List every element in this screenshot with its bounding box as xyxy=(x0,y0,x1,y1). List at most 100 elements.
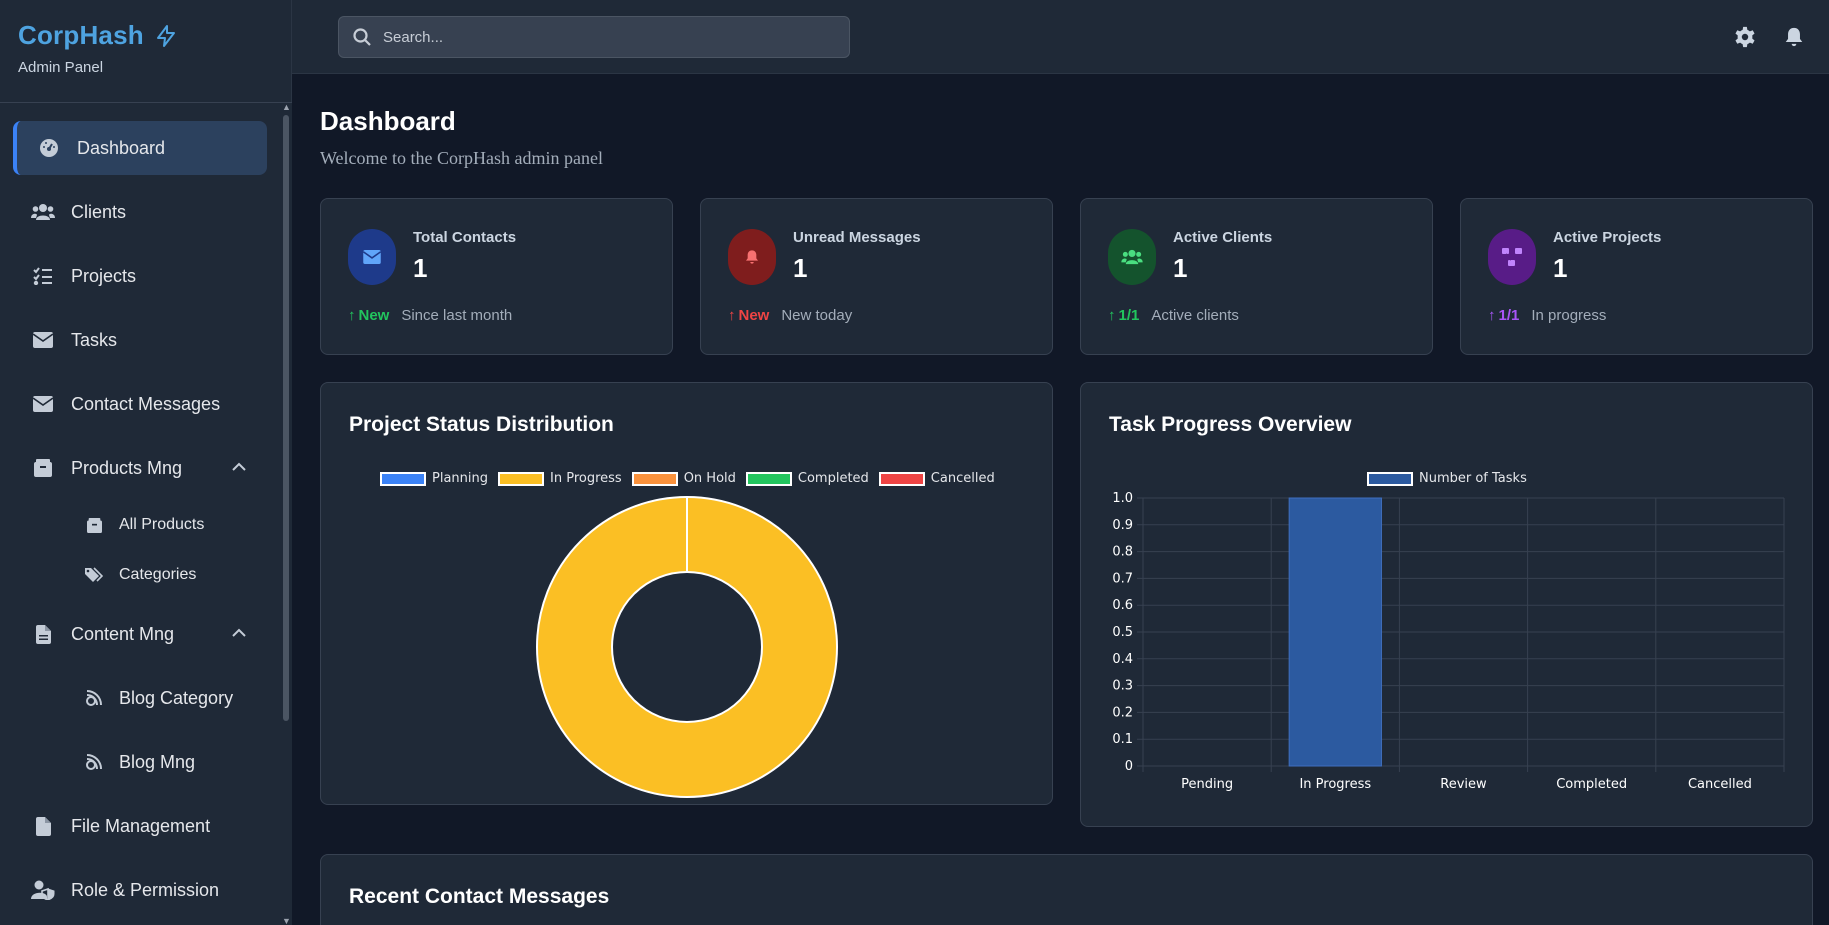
y-tick-label: 0.2 xyxy=(1112,705,1133,720)
sidebar-item-label: Tasks xyxy=(71,329,118,350)
y-tick-label: 0.7 xyxy=(1112,571,1133,586)
envelope-icon xyxy=(31,392,55,416)
users-icon xyxy=(31,200,55,224)
legend-item[interactable]: In Progress xyxy=(498,471,622,486)
scrollbar-thumb[interactable] xyxy=(283,115,289,721)
search-icon xyxy=(353,28,371,46)
x-tick-label: Pending xyxy=(1181,777,1233,792)
legend-label: In Progress xyxy=(550,471,622,486)
bar[interactable] xyxy=(1288,497,1382,767)
sidebar-item-label: Blog Category xyxy=(119,687,234,708)
stat-delta-text: New xyxy=(738,307,770,324)
legend-swatch xyxy=(380,471,426,486)
legend-item[interactable]: Cancelled xyxy=(878,471,995,486)
sidebar-item-products-mng[interactable]: Products Mng xyxy=(13,441,267,495)
stat-label: Active Clients xyxy=(1173,229,1273,246)
stat-value: 1 xyxy=(1553,253,1568,283)
gear-icon[interactable] xyxy=(1734,26,1756,48)
sidebar-item-clients[interactable]: Clients xyxy=(13,185,267,239)
project-status-panel: Project Status Distribution Planning In P… xyxy=(320,382,1053,805)
sidebar-item-role-permission[interactable]: Role & Permission xyxy=(13,863,267,917)
x-tick-label: Cancelled xyxy=(1688,777,1752,792)
arrow-up-icon: ↑ xyxy=(1488,307,1496,324)
chevron-up-icon[interactable] xyxy=(231,459,247,475)
sidebar-scrollbar[interactable]: ▲ ▼ xyxy=(280,103,292,925)
bar-chart: 1.0 0.9 0.8 0.7 0.6 0.5 0.4 0.3 0.2 0.1 0 Pending In… xyxy=(1112,491,1785,792)
scroll-down-arrow-icon[interactable]: ▼ xyxy=(282,916,291,925)
sidebar-item-contact-messages[interactable]: Contact Messages xyxy=(13,377,267,431)
stat-footer: ↑ New Since last month xyxy=(348,307,512,324)
y-tick-label: 0.8 xyxy=(1112,545,1133,560)
legend-label: On Hold xyxy=(683,471,736,486)
stat-delta-text: 1/1 xyxy=(1118,307,1140,324)
sidebar-item-label: Content Mng xyxy=(71,623,175,644)
sidebar-item-label: Dashboard xyxy=(77,137,166,158)
brand-title[interactable]: CorpHash xyxy=(18,20,144,50)
sidebar-item-label: Clients xyxy=(71,201,127,222)
legend-swatch xyxy=(878,471,925,486)
legend-label: Completed xyxy=(797,471,869,486)
stat-card-active-projects: Active Projects 1 ↑ 1/1 In progress xyxy=(1460,198,1813,355)
legend-item[interactable]: Completed xyxy=(745,471,869,486)
search-box[interactable] xyxy=(338,16,850,58)
sidebar-nav: Dashboard Clients Projects Tasks Contact… xyxy=(0,103,280,925)
box-icon xyxy=(31,456,55,480)
legend-label: Number of Tasks xyxy=(1419,471,1527,486)
topbar xyxy=(292,0,1829,74)
sidebar-item-projects[interactable]: Projects xyxy=(13,249,267,303)
panel-title: Recent Contact Messages xyxy=(349,885,610,908)
donut-chart xyxy=(536,496,838,798)
sidebar-item-label: Products Mng xyxy=(71,457,183,478)
sidebar-item-categories[interactable]: Categories xyxy=(13,553,267,597)
stat-value: 1 xyxy=(793,253,808,283)
scroll-up-arrow-icon[interactable]: ▲ xyxy=(282,102,291,112)
y-tick-label: 0.1 xyxy=(1112,732,1133,747)
envelope-icon xyxy=(348,229,396,285)
stat-description: In progress xyxy=(1531,307,1607,324)
brand: CorpHash Admin Panel xyxy=(18,20,178,76)
stat-description: Active clients xyxy=(1151,307,1239,324)
y-tick-label: 1.0 xyxy=(1112,491,1133,506)
diagram-icon xyxy=(1488,229,1536,285)
chevron-up-icon[interactable] xyxy=(231,625,247,641)
sidebar-item-all-products[interactable]: All Products xyxy=(13,503,267,547)
file-icon xyxy=(31,622,55,646)
legend-label: Planning xyxy=(432,471,488,486)
arrow-up-icon: ↑ xyxy=(1108,307,1116,324)
tags-icon xyxy=(85,566,103,584)
blog-icon xyxy=(85,689,103,707)
sidebar-item-file-management[interactable]: File Management xyxy=(13,799,267,853)
stat-description: Since last month xyxy=(401,307,513,324)
legend-label: Cancelled xyxy=(930,471,995,486)
sidebar-item-blog-category[interactable]: Blog Category xyxy=(13,671,267,725)
stat-delta: ↑ 1/1 xyxy=(1108,307,1139,324)
sidebar-item-blog-mng[interactable]: Blog Mng xyxy=(13,735,267,789)
legend-item[interactable]: On Hold xyxy=(631,471,736,486)
y-tick-label: 0.5 xyxy=(1112,625,1133,640)
stat-delta-text: 1/1 xyxy=(1498,307,1520,324)
stat-delta: ↑ New xyxy=(348,307,389,324)
sidebar-item-dashboard[interactable]: Dashboard xyxy=(13,121,267,175)
stat-card-total-contacts: Total Contacts 1 ↑ New Since last month xyxy=(320,198,673,355)
stat-delta-text: New xyxy=(358,307,390,324)
brand-subtitle: Admin Panel xyxy=(18,59,104,76)
box-icon xyxy=(85,516,103,534)
sidebar-item-tasks[interactable]: Tasks xyxy=(13,313,267,367)
slice-border xyxy=(611,571,763,723)
sidebar-item-content-mng[interactable]: Content Mng xyxy=(13,607,267,661)
sidebar-item-label: Contact Messages xyxy=(71,393,221,414)
stat-card-unread-messages: Unread Messages 1 ↑ New New today xyxy=(700,198,1053,355)
x-tick-label: Completed xyxy=(1556,777,1627,792)
legend-item[interactable]: Number of Tasks xyxy=(1367,471,1527,486)
x-tick-label: In Progress xyxy=(1299,777,1371,792)
sidebar-item-label: Projects xyxy=(71,265,137,286)
bell-icon[interactable] xyxy=(1783,26,1805,48)
search-input[interactable] xyxy=(383,28,823,46)
file-icon xyxy=(31,814,55,838)
list-check-icon xyxy=(31,264,55,288)
y-tick-label: 0.9 xyxy=(1112,518,1133,533)
chart-legend: Planning In Progress On Hold Completed Cance… xyxy=(380,471,1005,486)
stat-label: Active Projects xyxy=(1553,229,1662,246)
legend-item[interactable]: Planning xyxy=(380,471,488,486)
stat-footer: ↑ New New today xyxy=(728,307,852,324)
